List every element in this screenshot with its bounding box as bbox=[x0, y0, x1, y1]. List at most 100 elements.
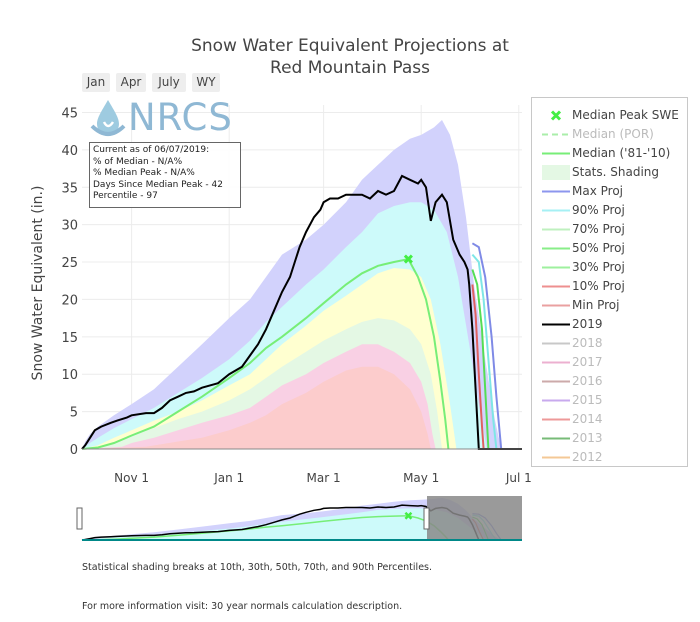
y-axis-label: Snow Water Equivalent (in.) bbox=[30, 186, 46, 381]
legend-item-median-por[interactable]: Median (POR) bbox=[532, 125, 687, 144]
legend-item-90-proj[interactable]: 90% Proj bbox=[532, 201, 687, 220]
series-lines bbox=[81, 174, 522, 450]
legend-item-70-proj[interactable]: 70% Proj bbox=[532, 220, 687, 239]
range-button-wy[interactable]: WY bbox=[192, 73, 220, 92]
axes: 0 5 10 15 20 25 30 35 40 45 Nov 1 Jan 1 Mar 1 May 1 Ju… bbox=[61, 106, 531, 485]
legend-label: 2018 bbox=[572, 336, 603, 350]
legend-symbol bbox=[542, 190, 570, 193]
legend-symbol bbox=[542, 323, 570, 326]
nav-median-peak-marker bbox=[404, 511, 413, 520]
y-tick-label: 45 bbox=[61, 106, 78, 121]
nav-unselected-region bbox=[427, 496, 522, 540]
legend-label: 2014 bbox=[572, 412, 603, 426]
legend-marker-icon bbox=[550, 110, 562, 121]
legend-label: Max Proj bbox=[572, 184, 623, 198]
range-button-jan[interactable]: Jan bbox=[82, 73, 110, 92]
legend-item-2013[interactable]: 2013 bbox=[532, 429, 687, 448]
legend-symbol bbox=[542, 209, 570, 212]
legend-symbol bbox=[542, 380, 570, 383]
legend-label: 2015 bbox=[572, 393, 603, 407]
legend-item-2016[interactable]: 2016 bbox=[532, 372, 687, 391]
nrcs-drop-icon bbox=[90, 100, 126, 136]
legend-label: 50% Proj bbox=[572, 241, 625, 255]
legend-item-min-proj[interactable]: Min Proj bbox=[532, 296, 687, 315]
info-current-date: Current as of 06/07/2019: bbox=[93, 145, 210, 155]
legend-label: 2013 bbox=[572, 431, 603, 445]
range-button-apr[interactable]: Apr bbox=[116, 73, 146, 92]
nav-handle-left bbox=[76, 507, 83, 530]
y-tick-label: 10 bbox=[61, 368, 78, 383]
line-2019 bbox=[81, 174, 522, 450]
legend-symbol bbox=[542, 304, 570, 307]
legend-item-max-proj[interactable]: Max Proj bbox=[532, 182, 687, 201]
legend-label: 2012 bbox=[572, 450, 603, 464]
y-tick-label: 0 bbox=[70, 443, 78, 458]
range-navigator[interactable] bbox=[76, 496, 522, 541]
info-days-since-peak: Days Since Median Peak - 42 bbox=[93, 179, 223, 190]
legend-symbol bbox=[542, 342, 570, 345]
footnote-info: For more information visit: 30 year norm… bbox=[82, 601, 403, 612]
x-tick-label: Mar 1 bbox=[307, 471, 341, 485]
legend-symbol bbox=[542, 228, 570, 231]
info-percent-median: % of Median - N/A% bbox=[93, 156, 183, 167]
legend-item-2012[interactable]: 2012 bbox=[532, 448, 687, 467]
legend-item-median-peak-swe[interactable]: Median Peak SWE bbox=[532, 106, 687, 125]
median-line bbox=[81, 257, 450, 450]
legend-label: Median ('81-'10) bbox=[572, 146, 671, 160]
proj-line-10-proj bbox=[471, 284, 485, 450]
proj-line-max-proj bbox=[471, 242, 503, 450]
nrcs-logo-text: NRCS bbox=[128, 96, 233, 139]
y-tick-label: 20 bbox=[61, 293, 78, 308]
y-tick-label: 15 bbox=[61, 331, 78, 346]
legend-symbol bbox=[542, 165, 570, 180]
x-tick-label: Jul 1 bbox=[505, 471, 532, 485]
legend-item-2017[interactable]: 2017 bbox=[532, 353, 687, 372]
legend-label: 2017 bbox=[572, 355, 603, 369]
legend-label: 2019 bbox=[572, 317, 603, 331]
proj-line-90-proj bbox=[471, 253, 498, 450]
y-tick-label: 30 bbox=[61, 219, 78, 234]
y-tick-label: 5 bbox=[70, 406, 78, 421]
legend-label: 30% Proj bbox=[572, 260, 625, 274]
legend-item-50-proj[interactable]: 50% Proj bbox=[532, 239, 687, 258]
legend-symbol bbox=[542, 437, 570, 440]
chart-legend: Median Peak SWE Median (POR) Median ('81-'… bbox=[531, 97, 688, 467]
nav-handle-right bbox=[423, 507, 430, 530]
proj-line-50-proj bbox=[471, 269, 490, 450]
info-percentile: Percentile - 97 bbox=[93, 191, 158, 201]
legend-item-median-81-10[interactable]: Median ('81-'10) bbox=[532, 144, 687, 163]
y-tick-label: 25 bbox=[61, 256, 78, 271]
footnote-shading: Statistical shading breaks at 10th, 30th… bbox=[82, 562, 433, 573]
y-tick-label: 40 bbox=[61, 144, 78, 159]
x-tick-label: Nov 1 bbox=[114, 471, 149, 485]
chart-title-line-1: Snow Water Equivalent Projections at bbox=[191, 36, 509, 56]
legend-symbol bbox=[542, 285, 570, 288]
legend-item-stats-shading[interactable]: Stats. Shading bbox=[532, 163, 687, 182]
legend-item-30-proj[interactable]: 30% Proj bbox=[532, 258, 687, 277]
y-tick-label: 35 bbox=[61, 181, 78, 196]
legend-item-2018[interactable]: 2018 bbox=[532, 334, 687, 353]
legend-label: Stats. Shading bbox=[572, 165, 660, 179]
legend-item-2019[interactable]: 2019 bbox=[532, 315, 687, 334]
legend-symbol bbox=[542, 133, 570, 136]
x-tick-label: May 1 bbox=[403, 471, 439, 485]
legend-label: 90% Proj bbox=[572, 203, 625, 217]
legend-symbol bbox=[542, 247, 570, 250]
legend-label: 10% Proj bbox=[572, 279, 625, 293]
legend-label: Median (POR) bbox=[572, 127, 654, 141]
legend-item-10-proj[interactable]: 10% Proj bbox=[532, 277, 687, 296]
legend-label: Min Proj bbox=[572, 298, 620, 312]
legend-symbol bbox=[542, 266, 570, 269]
band-min-proj bbox=[82, 366, 431, 449]
legend-symbol bbox=[550, 110, 562, 121]
info-percent-median-peak: % Median Peak - N/A% bbox=[93, 168, 195, 178]
legend-symbol bbox=[542, 361, 570, 364]
legend-item-2015[interactable]: 2015 bbox=[532, 391, 687, 410]
legend-symbol bbox=[542, 399, 570, 402]
legend-label: 2016 bbox=[572, 374, 603, 388]
range-button-july[interactable]: July bbox=[152, 73, 186, 92]
x-tick-label: Jan 1 bbox=[213, 471, 244, 485]
legend-symbol bbox=[542, 418, 570, 421]
legend-item-2014[interactable]: 2014 bbox=[532, 410, 687, 429]
